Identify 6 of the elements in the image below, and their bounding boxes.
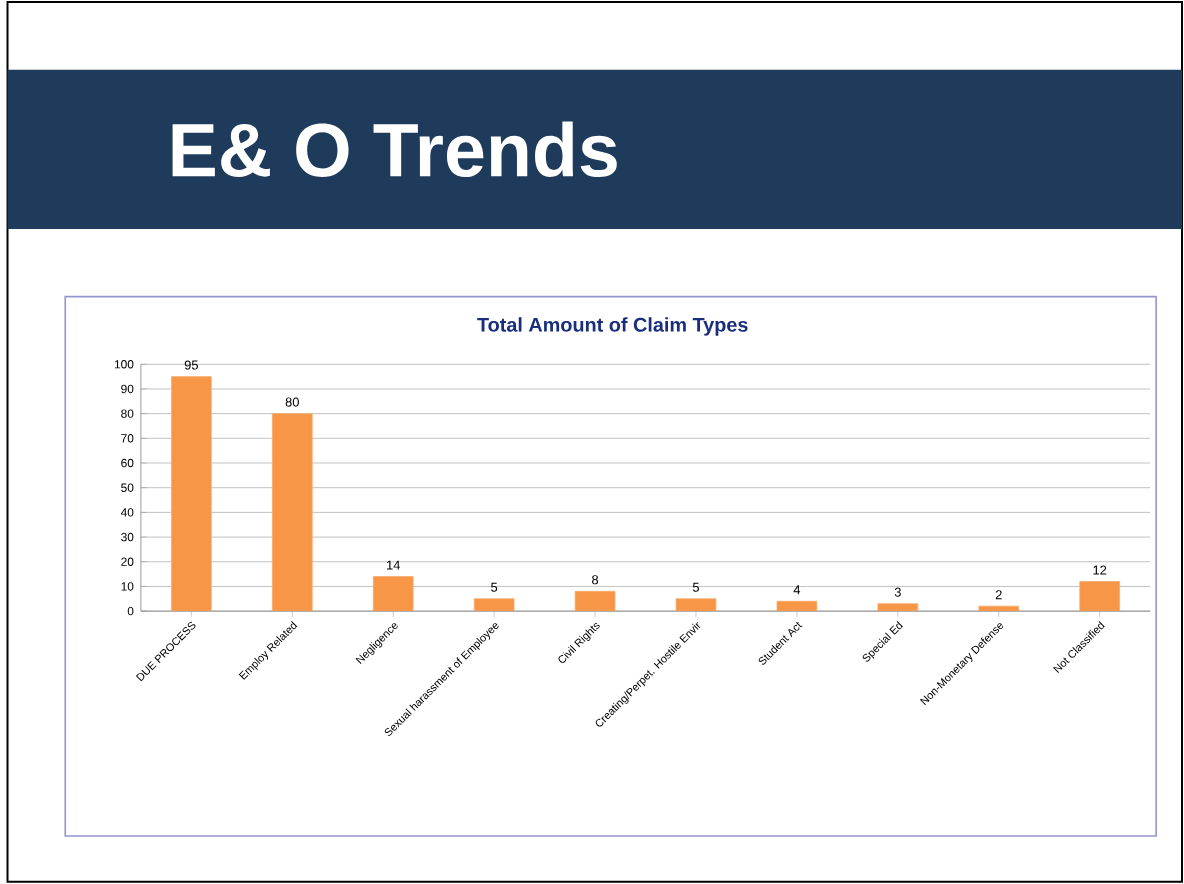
bar bbox=[171, 376, 212, 612]
chart-title: E& O Trends bbox=[172, 121, 617, 178]
bar bbox=[372, 576, 414, 612]
bar bbox=[271, 413, 313, 612]
bar bbox=[1079, 581, 1121, 612]
chart-subtitle: Total Amount of Claim Types bbox=[477, 317, 748, 336]
